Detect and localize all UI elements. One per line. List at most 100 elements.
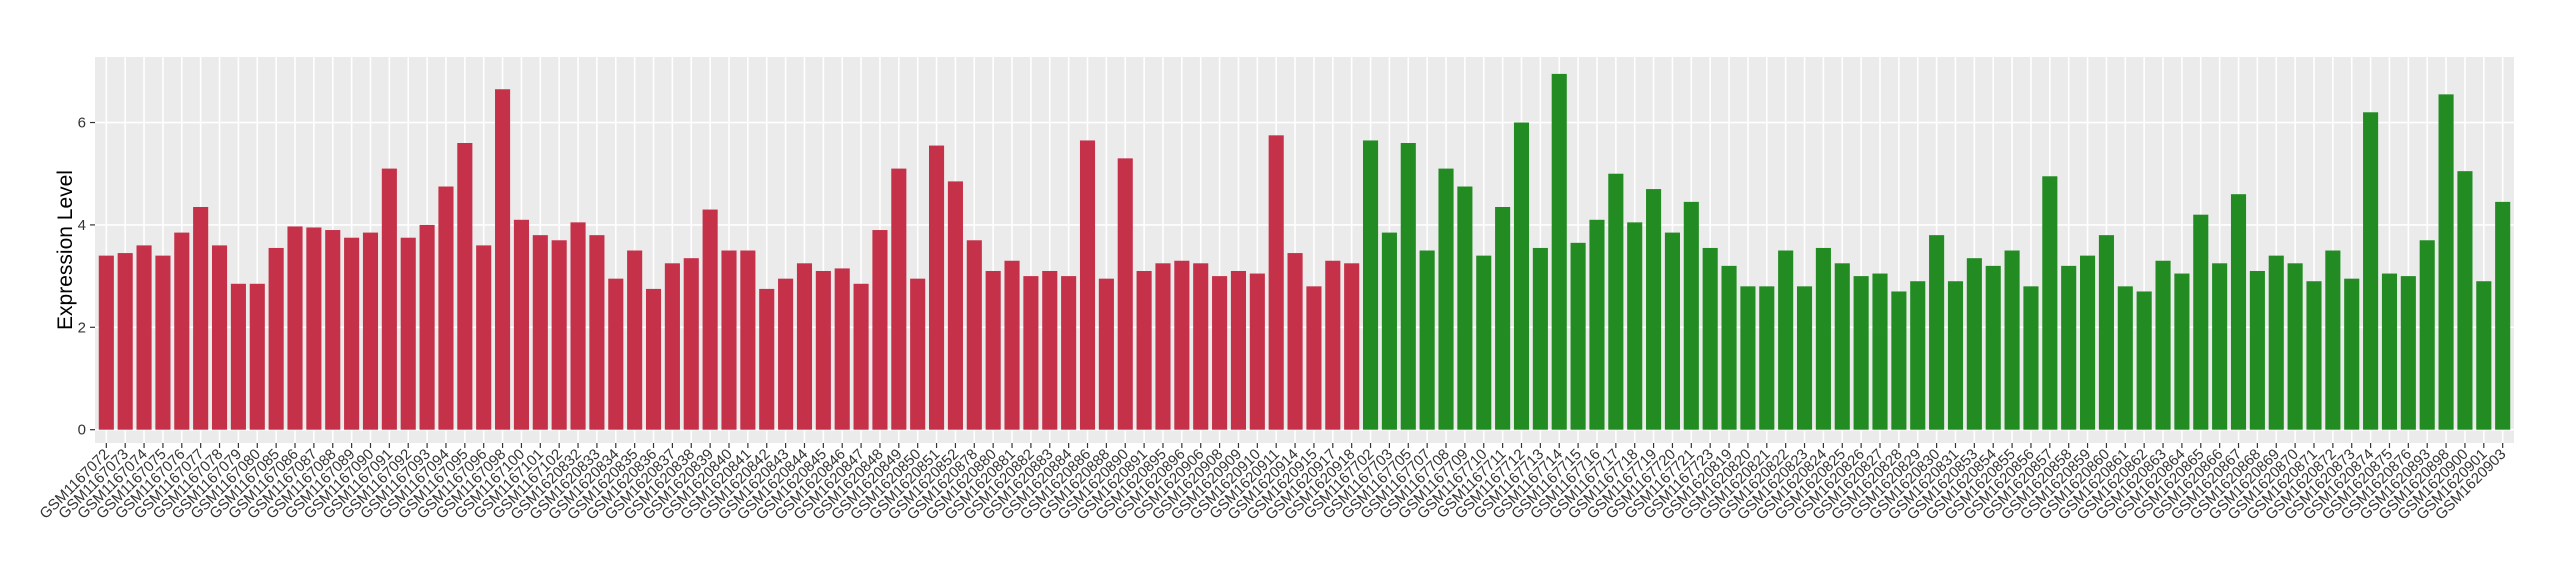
- bar: [1702, 247, 1718, 430]
- bar: [2381, 273, 2398, 430]
- bar: [2080, 255, 2096, 430]
- bar: [1495, 206, 1511, 430]
- bar: [1381, 232, 1397, 430]
- bar: [1721, 265, 1737, 430]
- bar: [230, 283, 246, 430]
- bar: [853, 283, 869, 430]
- y-tick-label: 2: [78, 319, 86, 336]
- bar: [476, 245, 492, 430]
- bar: [1853, 276, 1869, 430]
- bar: [306, 227, 322, 430]
- bar: [211, 245, 228, 430]
- bar: [2042, 176, 2058, 430]
- bar: [910, 278, 926, 430]
- bar: [1193, 263, 1209, 430]
- bar: [1891, 291, 1907, 430]
- bar: [381, 168, 397, 430]
- bar: [136, 245, 152, 430]
- bar: [2419, 240, 2435, 430]
- bar: [1344, 263, 1360, 430]
- bar: [1061, 276, 1077, 430]
- bar: [664, 263, 680, 430]
- bar: [1400, 143, 1416, 430]
- bar: [1004, 260, 1020, 430]
- bar: [1966, 258, 1982, 430]
- bar: [1513, 122, 1530, 430]
- bar: [155, 255, 171, 430]
- bar: [2117, 286, 2133, 430]
- bar: [1646, 189, 1662, 430]
- bar: [2174, 273, 2190, 430]
- bar: [1834, 263, 1850, 430]
- bar: [721, 250, 737, 430]
- bar: [1796, 286, 1813, 430]
- bar: [1230, 270, 1247, 430]
- y-axis-label: Expression Level: [54, 170, 77, 330]
- bar: [1872, 273, 1888, 430]
- bar: [1551, 73, 1567, 430]
- bar: [1117, 158, 1133, 430]
- bar: [1532, 247, 1548, 430]
- bar: [174, 232, 190, 430]
- bar: [702, 209, 718, 430]
- bar: [287, 226, 303, 430]
- bar: [834, 268, 850, 430]
- bar: [1608, 173, 1624, 430]
- bar: [1683, 201, 1699, 430]
- bar: [1815, 247, 1831, 430]
- bar: [1947, 281, 1964, 430]
- bar: [645, 288, 662, 430]
- bar: [570, 222, 586, 430]
- bar: [683, 258, 699, 430]
- bar: [1457, 186, 1473, 430]
- bar: [1268, 135, 1284, 430]
- bar: [551, 240, 567, 430]
- bar: [1570, 242, 1586, 430]
- bar: [2004, 250, 2020, 430]
- bar: [1023, 276, 1039, 430]
- bar: [1249, 273, 1265, 430]
- bar: [891, 168, 907, 430]
- bar: [1438, 168, 1454, 430]
- y-tick-label: 0: [78, 422, 86, 439]
- bar: [2061, 265, 2077, 430]
- bar: [1155, 263, 1171, 430]
- bar: [2155, 260, 2171, 430]
- bar: [325, 230, 341, 430]
- bar: [1664, 232, 1680, 430]
- bar: [1079, 140, 1096, 430]
- bar: [2363, 112, 2379, 430]
- bar: [872, 230, 888, 430]
- bar: [268, 247, 284, 430]
- bar: [815, 270, 831, 430]
- bar: [117, 253, 133, 430]
- bar: [796, 263, 813, 430]
- bar: [249, 283, 265, 430]
- bar: [2457, 171, 2473, 430]
- bar: [929, 145, 945, 430]
- bar: [1325, 260, 1341, 430]
- bar: [1627, 222, 1643, 430]
- bar: [1778, 250, 1794, 430]
- bar: [985, 270, 1001, 430]
- bar: [400, 237, 416, 430]
- bar: [1212, 276, 1228, 430]
- bar: [1362, 140, 1379, 430]
- bar: [1136, 270, 1152, 430]
- bar: [2249, 270, 2265, 430]
- bar: [2212, 263, 2228, 430]
- bar: [362, 232, 379, 430]
- bar: [2495, 201, 2511, 430]
- bar: [1929, 235, 1945, 430]
- bar: [419, 224, 435, 430]
- bar: [344, 237, 360, 430]
- bar: [98, 255, 114, 430]
- bar: [966, 240, 982, 430]
- bar: [608, 278, 624, 430]
- bar: [2230, 194, 2247, 430]
- bar: [2325, 250, 2341, 430]
- bar: [2098, 235, 2114, 430]
- bar: [2023, 286, 2039, 430]
- bar: [2306, 281, 2322, 430]
